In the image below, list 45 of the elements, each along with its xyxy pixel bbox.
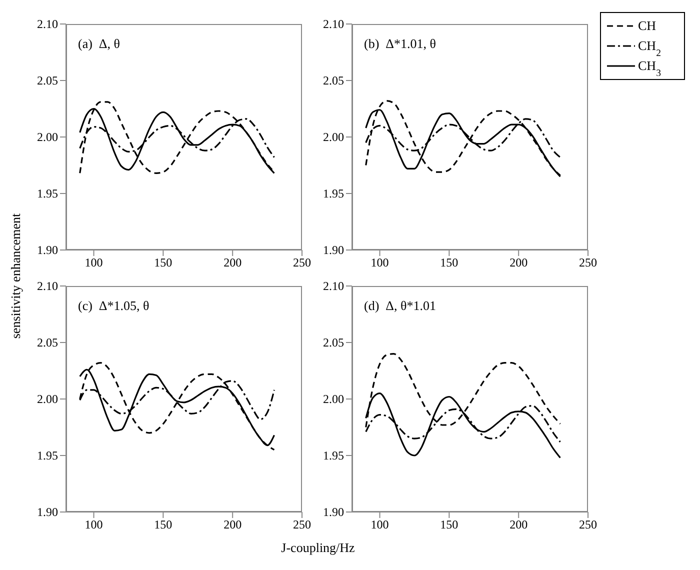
legend-label: CH$_{3}$ bbox=[638, 58, 662, 78]
y-tick-label: 2.10 bbox=[323, 279, 344, 293]
y-tick-label: 2.00 bbox=[323, 130, 344, 144]
x-tick-label: 100 bbox=[370, 518, 389, 532]
y-tick-label: 2.05 bbox=[37, 74, 58, 88]
x-tick-label: 150 bbox=[154, 518, 172, 532]
x-tick-label: 150 bbox=[154, 256, 172, 270]
y-tick-label: 1.90 bbox=[323, 243, 344, 257]
y-tick-label: 2.10 bbox=[37, 279, 58, 293]
y-tick-label: 2.00 bbox=[323, 392, 344, 406]
y-tick-label: 2.05 bbox=[323, 336, 344, 350]
y-tick-label: 1.90 bbox=[323, 505, 344, 519]
x-tick-label: 250 bbox=[293, 518, 311, 532]
x-tick-label: 150 bbox=[440, 256, 458, 270]
x-tick-label: 200 bbox=[224, 256, 242, 270]
y-tick-label: 1.95 bbox=[37, 186, 58, 200]
y-tick-label: 1.95 bbox=[323, 186, 344, 200]
y-axis-title: sensitivity enhancement bbox=[8, 212, 24, 341]
y-tick-label: 2.10 bbox=[323, 17, 344, 31]
x-tick-label: 200 bbox=[510, 518, 528, 532]
text: (b) Δ*1.01, θ bbox=[364, 36, 436, 52]
y-tick-label: 1.95 bbox=[37, 448, 58, 462]
x-tick-label: 100 bbox=[84, 256, 103, 270]
x-tick-label: 200 bbox=[224, 518, 242, 532]
text: (d) Δ, θ*1.01 bbox=[364, 298, 436, 314]
y-tick-label: 2.00 bbox=[37, 130, 58, 144]
y-tick-label: 2.10 bbox=[37, 17, 58, 31]
y-tick-label: 1.90 bbox=[37, 243, 58, 257]
x-tick-label: 250 bbox=[293, 256, 311, 270]
x-tick-label: 250 bbox=[579, 256, 597, 270]
y-tick-label: 2.05 bbox=[37, 336, 58, 350]
legend-label: CH$_{2}$ bbox=[638, 38, 662, 58]
x-tick-label: 100 bbox=[84, 518, 103, 532]
x-tick-label: 100 bbox=[370, 256, 389, 270]
x-tick-label: 150 bbox=[440, 518, 458, 532]
y-tick-label: 1.90 bbox=[37, 505, 58, 519]
text: (c) Δ*1.05, θ bbox=[78, 298, 150, 314]
x-tick-label: 250 bbox=[579, 518, 597, 532]
text: (a) Δ, θ bbox=[78, 36, 120, 52]
y-tick-label: 2.05 bbox=[323, 74, 344, 88]
legend-label: CH bbox=[638, 18, 656, 33]
y-tick-label: 1.95 bbox=[323, 448, 344, 462]
y-tick-label: 2.00 bbox=[37, 392, 58, 406]
x-tick-label: 200 bbox=[510, 256, 528, 270]
x-axis-title: J-coupling/Hz bbox=[280, 540, 356, 556]
